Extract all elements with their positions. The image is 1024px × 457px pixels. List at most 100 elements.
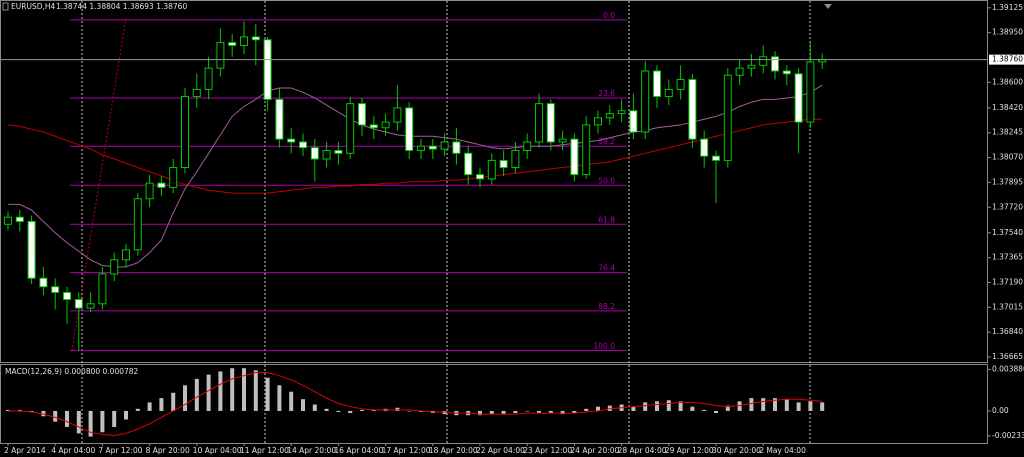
y-tick-label: 1.37540 [992,228,1023,237]
macd-bar [572,410,577,414]
candle-body [535,103,543,143]
x-tick-label: 18 Apr 20:00 [429,446,478,455]
symbol-icon [2,2,9,11]
candle-body [794,73,803,123]
macd-bar [242,368,246,411]
candle-body [417,145,425,151]
macd-bar [489,410,494,415]
macd-bar [41,410,46,417]
candle-body [476,174,484,180]
candle-body [688,78,697,140]
macd-bar [761,398,766,411]
x-tick-label: 10 Apr 04:00 [193,446,242,455]
x-tick-label: 2 May 04:00 [759,446,806,455]
fib-label: 23.6 [598,89,615,98]
fib-label: 0.0 [603,11,615,20]
candle-body [546,103,555,143]
macd-bar [171,392,176,411]
y-tick-label: 1.38070 [992,153,1023,162]
shift-marker [824,4,832,9]
x-tick-label: 23 Apr 12:00 [523,446,572,455]
macd-bar [206,374,211,411]
macd-bar [478,410,482,416]
candle-body [393,107,402,123]
current-price-box [989,54,1024,65]
macd-bar [407,410,412,412]
symbol-title: EURUSD,H4 [11,2,55,11]
y-tick-label: 1.38950 [992,28,1023,37]
macd-bar [749,398,754,411]
x-tick-label: 4 Apr 04:00 [51,446,95,455]
macd-bar [808,401,813,411]
candle-body [192,88,201,98]
y-tick-label: 0.00 [992,406,1009,415]
macd-bar [289,391,294,411]
candle-body [204,67,213,90]
macd-bar [360,409,364,411]
x-tick-label: 29 Apr 12:00 [665,446,714,455]
candle-body [15,216,24,222]
macd-bar [607,405,612,411]
fib-label: 50.0 [598,176,615,185]
macd-bar [419,410,423,413]
signal-line [8,371,823,437]
x-tick-label: 8 Apr 20:00 [146,446,190,455]
x-tick-label: 7 Apr 12:00 [98,446,142,455]
candle-body [169,167,178,188]
candle-body [228,42,237,46]
macd-bar [678,401,683,411]
macd-bar [560,410,565,415]
macd-bar [584,408,589,411]
macd-bar [773,398,777,411]
macd-bar [725,405,730,411]
macd-bar [65,410,69,427]
candle-body [110,259,119,275]
candle-body [582,124,591,176]
candle-body [275,98,284,140]
y-tick-label: 1.36665 [992,352,1023,361]
macd-bar [513,410,518,414]
main-panel [0,0,988,363]
x-tick-label: 16 Apr 04:00 [334,446,383,455]
x-tick-label: 14 Apr 20:00 [287,446,336,455]
macd-bar [525,410,530,412]
candle-body [570,138,579,176]
candle-body [287,138,296,143]
candle-body [299,141,307,149]
y-tick-label: 1.36840 [992,327,1023,336]
candle-body [86,303,95,309]
candle-body [369,124,378,129]
macd-bar [265,377,270,411]
candle-body [629,110,638,133]
candle-body [511,149,520,169]
macd-bar [159,398,164,411]
macd-bar [737,401,742,411]
macd-bar [135,408,140,411]
x-tick-label: 30 Apr 20:00 [712,446,761,455]
macd-bar [395,407,400,411]
y-tick-label: 1.37190 [992,278,1023,287]
candle-body [558,138,567,143]
macd-bar [537,410,541,414]
moving-average [7,118,823,194]
candle-body [641,70,650,133]
fib-label: 76.4 [598,264,615,273]
candle-body [676,78,685,90]
macd-bar [690,406,695,411]
macd-bar [336,410,341,413]
candle-body [499,159,508,169]
macd-bar [548,410,553,414]
candle-body [263,39,272,100]
macd-bar [124,410,128,420]
macd-bar [324,408,329,411]
x-tick-label: 28 Apr 04:00 [618,446,667,455]
macd-bar [666,400,671,411]
macd-bar [100,410,105,433]
candle-body [51,286,60,293]
x-tick-label: 2 Apr 2014 [4,446,46,455]
candle-body [240,36,248,46]
macd-bar [796,402,801,411]
candle-body [145,182,154,200]
